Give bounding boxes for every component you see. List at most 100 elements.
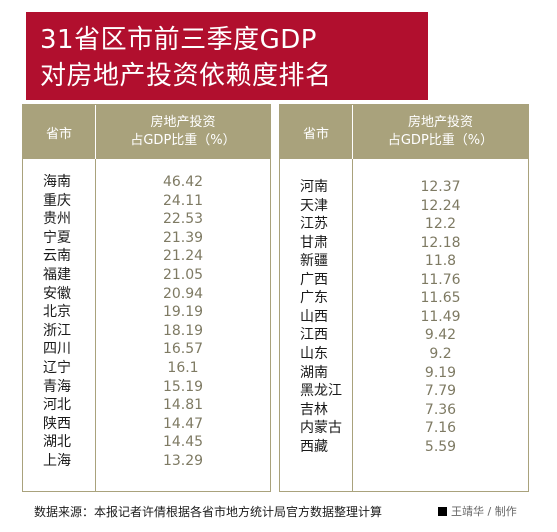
header-value-line-2: 占GDP比重（%）: [130, 133, 236, 148]
province-name: 上海: [43, 453, 71, 469]
header-value-line-1: 房地产投资: [150, 115, 216, 130]
province-name: 重庆: [43, 192, 71, 209]
province-name: 吉林: [300, 401, 328, 418]
header-value-line-2: 占GDP比重（%）: [387, 133, 494, 148]
table-row: 广东 11.65: [280, 289, 528, 308]
table-row: 浙江 18.19: [23, 322, 270, 341]
province-name: 新疆: [300, 253, 328, 270]
ratio-value: 14.47: [162, 415, 204, 432]
header-province: 省市: [302, 126, 329, 142]
table-row: 江苏 12.2: [280, 215, 528, 234]
province-name: 陕西: [43, 415, 71, 432]
table-row: 河北 14.81: [23, 396, 270, 415]
ratio-value: 12.24: [420, 197, 461, 214]
table-row: 青海 15.19: [23, 378, 270, 397]
province-name: 四川: [43, 341, 71, 358]
ratio-value: 12.37: [420, 179, 461, 195]
header-value: 房地产投资 占GDP比重（%）: [96, 105, 270, 159]
ratio-value: 24.11: [162, 192, 204, 209]
table-row: 北京 19.19: [23, 303, 270, 322]
right-table-rows: 河南 12.37 天津 12.24 江苏 12.2 甘肃 12.18 新疆 11.8 广西 11.76…: [280, 105, 528, 491]
ratio-value: 16.1: [167, 360, 199, 376]
province-name: 贵州: [43, 211, 71, 228]
province-name: 西藏: [300, 438, 328, 455]
right-table: 省市 房地产投资 占GDP比重（%） 河南 12.37 天津 12.24 江苏 12.2 甘…: [279, 104, 529, 492]
column-divider: [352, 159, 353, 491]
data-source-note: 数据来源：本报记者许倩根据各省市地方统计局官方数据整理计算: [34, 505, 383, 519]
province-name: 天津: [300, 197, 328, 214]
ratio-value: 21.39: [162, 229, 204, 246]
table-row: 山西 11.49: [280, 308, 528, 327]
header-value: 房地产投资 占GDP比重（%）: [353, 105, 528, 159]
table-row: 上海 13.29: [23, 452, 270, 471]
ratio-value: 11.8: [424, 253, 457, 270]
ratio-value: 13.29: [162, 453, 204, 469]
table-row: 湖北 14.45: [23, 433, 270, 452]
table-row: 宁夏 21.39: [23, 229, 270, 248]
province-name: 广西: [300, 271, 328, 288]
ratio-value: 14.45: [162, 434, 204, 451]
ratio-value: 11.49: [420, 308, 461, 325]
title-banner: 31省区市前三季度GDP 对房地产投资依赖度排名: [26, 12, 428, 100]
ratio-value: 12.18: [420, 234, 461, 251]
table-row: 西藏 5.59: [280, 438, 528, 457]
province-name: 江苏: [300, 216, 328, 233]
ratio-value: 7.79: [424, 383, 457, 400]
ratio-value: 9.2: [429, 345, 452, 362]
header-divider: [352, 105, 353, 159]
province-name: 湖南: [300, 364, 328, 381]
province-name: 北京: [43, 304, 71, 321]
province-name: 辽宁: [43, 360, 71, 376]
ratio-value: 21.05: [162, 267, 204, 283]
province-name: 江西: [300, 327, 328, 344]
table-row: 天津 12.24: [280, 197, 528, 216]
province-name: 河南: [300, 179, 328, 195]
table-row: 云南 21.24: [23, 247, 270, 266]
ratio-value: 7.16: [424, 420, 457, 437]
column-divider: [95, 159, 96, 491]
left-table-header: 省市 房地产投资 占GDP比重（%）: [23, 105, 270, 159]
province-name: 河北: [43, 397, 71, 414]
square-icon: [438, 507, 447, 516]
table-row: 广西 11.76: [280, 271, 528, 290]
title-line-2: 对房地产投资依赖度排名: [40, 61, 332, 91]
province-name: 甘肃: [300, 234, 328, 251]
province-name: 广东: [300, 290, 328, 307]
credit-text: 王靖华 / 制作: [451, 505, 517, 518]
ratio-value: 11.76: [420, 271, 461, 288]
table-row: 湖南 9.19: [280, 364, 528, 383]
table-row: 内蒙古 7.16: [280, 419, 528, 438]
right-table-header: 省市 房地产投资 占GDP比重（%）: [280, 105, 528, 159]
ratio-value: 11.65: [420, 290, 461, 307]
ratio-value: 19.19: [162, 304, 204, 321]
province-name: 山西: [300, 308, 328, 325]
table-row: 山东 9.2: [280, 345, 528, 364]
left-table-rows: 海南 46.42 重庆 24.11 贵州 22.53 宁夏 21.39 云南 21.24 福建 21.…: [23, 105, 270, 491]
ratio-value: 9.19: [424, 364, 457, 381]
ratio-value: 22.53: [162, 211, 204, 228]
ratio-value: 12.2: [424, 216, 457, 233]
province-name: 安徽: [43, 285, 71, 302]
province-name: 湖北: [43, 434, 71, 451]
credit: 王靖华 / 制作: [438, 503, 517, 519]
table-row: 黑龙江 7.79: [280, 382, 528, 401]
ratio-value: 15.19: [162, 378, 204, 395]
ratio-value: 46.42: [162, 174, 204, 190]
province-name: 黑龙江: [300, 383, 342, 400]
province-name: 宁夏: [43, 229, 71, 246]
table-row: 吉林 7.36: [280, 401, 528, 420]
province-name: 青海: [43, 378, 71, 395]
province-name: 云南: [43, 248, 71, 265]
table-row: 贵州 22.53: [23, 210, 270, 229]
ratio-value: 21.24: [162, 248, 204, 265]
ratio-value: 9.42: [424, 327, 457, 344]
ratio-value: 5.59: [424, 438, 457, 455]
ratio-value: 20.94: [162, 285, 204, 302]
table-row: 福建 21.05: [23, 266, 270, 285]
table-row: 新疆 11.8: [280, 252, 528, 271]
province-name: 海南: [43, 174, 71, 190]
table-row: 重庆 24.11: [23, 192, 270, 211]
title-line-1: 31省区市前三季度GDP: [40, 25, 317, 55]
table-row: 海南 46.42: [23, 173, 270, 192]
left-table: 省市 房地产投资 占GDP比重（%） 海南 46.42 重庆 24.11 贵州 22.53…: [22, 104, 271, 492]
